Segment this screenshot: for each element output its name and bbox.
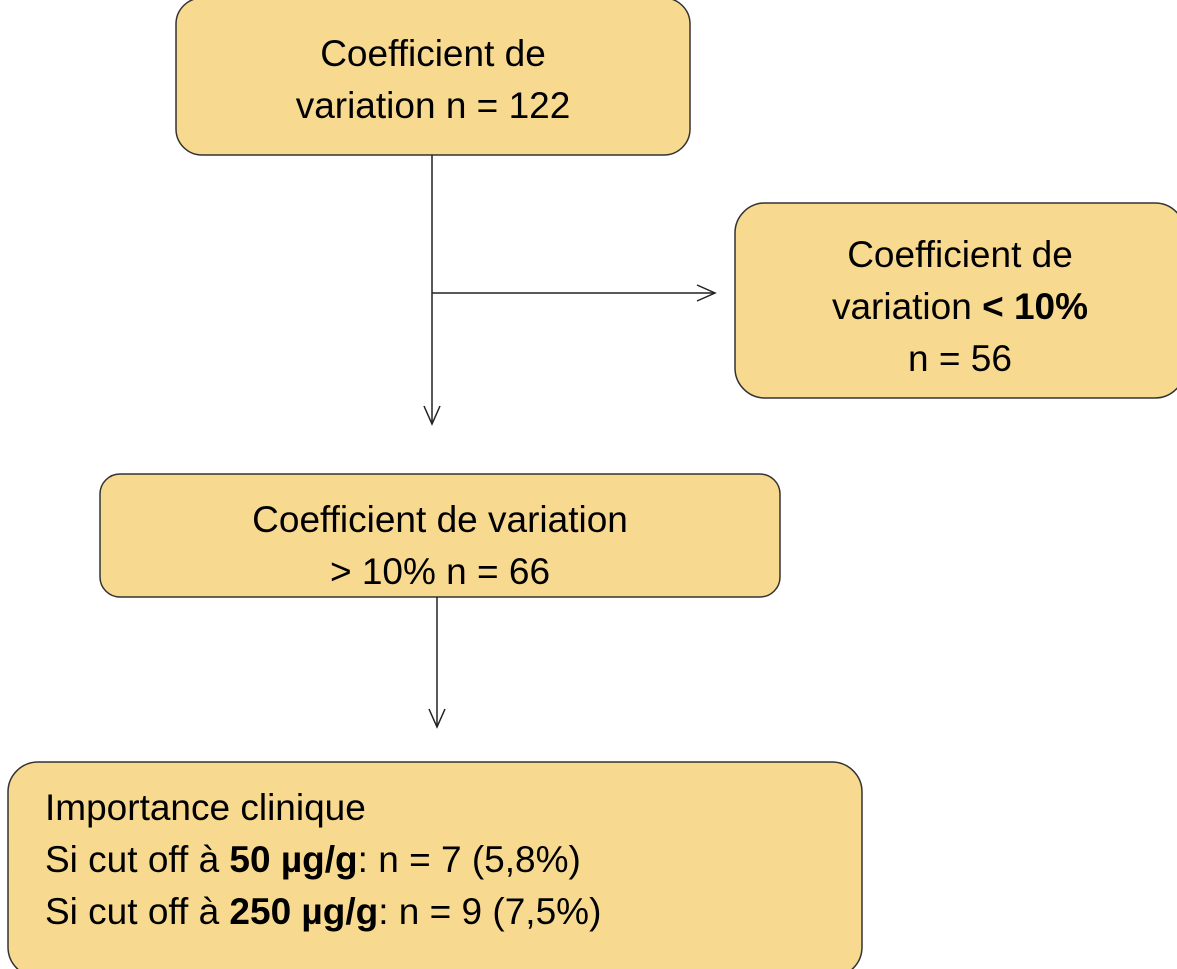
text-run: variation n = 122 bbox=[295, 85, 571, 126]
text-line: > 10% n = 66 bbox=[100, 546, 780, 598]
node-text: Coefficient de variation n = 122 bbox=[176, 28, 690, 132]
text-run: : n = 9 (7,5%) bbox=[378, 891, 602, 932]
text-run: Si cut off à bbox=[45, 891, 230, 932]
text-run: Coefficient de bbox=[320, 33, 546, 74]
box bbox=[7, 761, 863, 969]
arrow-head bbox=[696, 284, 717, 302]
text-line: Si cut off à 250 µg/g: n = 9 (7,5%) bbox=[45, 886, 601, 938]
text-line: Coefficient de bbox=[176, 28, 690, 80]
text-run: Si cut off à bbox=[45, 839, 230, 880]
text-run: Coefficient de bbox=[847, 234, 1073, 275]
text-run: Importance clinique bbox=[45, 787, 366, 828]
text-line: variation n = 122 bbox=[176, 80, 690, 132]
box bbox=[734, 202, 1177, 399]
text-run: > 10% n = 66 bbox=[329, 551, 551, 592]
text-line: Si cut off à 50 µg/g: n = 7 (5,8%) bbox=[45, 834, 601, 886]
text-run: : n = 7 (5,8%) bbox=[357, 839, 581, 880]
text-run: Coefficient de variation bbox=[252, 499, 628, 540]
node-text: Coefficient de variation > 10% n = 66 bbox=[100, 494, 780, 598]
text-run: < 10% bbox=[982, 286, 1089, 327]
node-text: Coefficient de variation < 10% n = 56 bbox=[735, 229, 1177, 385]
arrow-head bbox=[423, 405, 441, 426]
text-line: Coefficient de variation bbox=[100, 494, 780, 546]
box bbox=[175, 0, 691, 156]
node-text: Importance clinique Si cut off à 50 µg/g:… bbox=[45, 782, 601, 938]
text-run: variation bbox=[831, 286, 983, 327]
text-run: 50 µg/g bbox=[229, 839, 358, 880]
text-run: 250 µg/g bbox=[229, 891, 379, 932]
text-line: variation < 10% bbox=[735, 281, 1177, 333]
text-run: n = 56 bbox=[908, 338, 1012, 379]
text-line: n = 56 bbox=[735, 333, 1177, 385]
text-line: Importance clinique bbox=[45, 782, 601, 834]
arrow-head bbox=[428, 708, 446, 729]
box bbox=[99, 473, 781, 598]
text-line: Coefficient de bbox=[735, 229, 1177, 281]
